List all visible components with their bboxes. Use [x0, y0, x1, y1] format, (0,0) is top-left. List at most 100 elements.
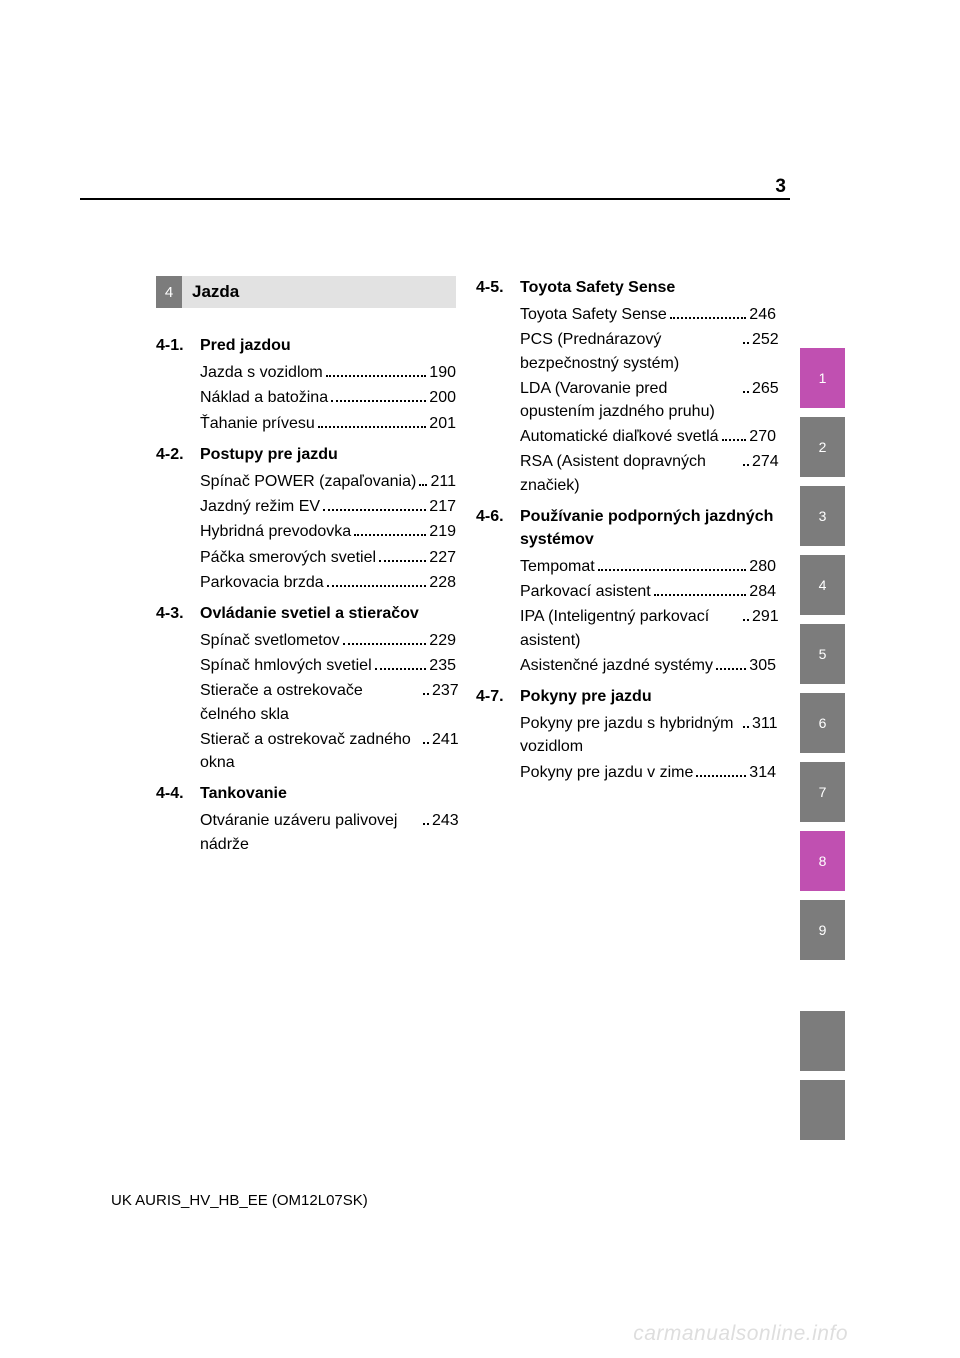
- entry-text: Toyota Safety Sense: [520, 303, 667, 326]
- toc-entry[interactable]: Spínač svetlometov229: [200, 629, 456, 652]
- entry-text: Stierač a ostrekovač zadného okna: [200, 728, 420, 774]
- chapter-tab: 4 Jazda: [156, 276, 456, 308]
- entry-page: 270: [749, 425, 776, 448]
- toc-entry[interactable]: Parkovací asistent284: [520, 580, 776, 603]
- side-tab[interactable]: 4: [800, 555, 845, 615]
- side-tab-blank: [800, 1011, 845, 1071]
- entry-text: Pokyny pre jazdu s hybridným vozidlom: [520, 712, 740, 758]
- side-tab[interactable]: 1: [800, 348, 845, 408]
- side-tab[interactable]: 7: [800, 762, 845, 822]
- leader-dots: [743, 619, 749, 621]
- entry-page: 314: [749, 761, 776, 784]
- section-title: Pokyny pre jazdu: [520, 685, 776, 708]
- leader-dots: [743, 464, 749, 466]
- section-entries: Jazda s vozidlom 190Náklad a batožina200 Ť…: [200, 361, 456, 435]
- side-tab[interactable]: 3: [800, 486, 845, 546]
- chapter-number: 4: [156, 276, 182, 308]
- toc-entry[interactable]: Hybridná prevodovka219: [200, 520, 456, 543]
- section-title: Tankovanie: [200, 782, 456, 805]
- side-tab[interactable]: 8: [800, 831, 845, 891]
- entry-page: 235: [429, 654, 456, 677]
- toc-entry[interactable]: Stierače a ostrekovače čelného skla237: [200, 679, 456, 725]
- toc-entry[interactable]: Asistenčné jazdné systémy305: [520, 654, 776, 677]
- section-title: Postupy pre jazdu: [200, 443, 456, 466]
- toc-entry[interactable]: RSA (Asistent dopravných značiek)274: [520, 450, 776, 496]
- entry-text: RSA (Asistent dopravných značiek): [520, 450, 740, 496]
- section-entries: Toyota Safety Sense246PCS (Prednárazový …: [520, 303, 776, 497]
- section-entries: Tempomat280Parkovací asistent284IPA (Int…: [520, 555, 776, 677]
- toc-entry[interactable]: Otváranie uzáveru palivovej nádrže 243: [200, 809, 456, 855]
- toc-section: 4-7.Pokyny pre jazdu Pokyny pre jazdu s h…: [476, 685, 776, 784]
- toc-entry[interactable]: Spínač hmlových svetiel235: [200, 654, 456, 677]
- footer-text: UK AURIS_HV_HB_EE (OM12L07SK): [111, 1192, 368, 1209]
- entry-page: 200: [429, 386, 456, 409]
- leader-dots: [331, 400, 426, 402]
- leader-dots: [743, 342, 749, 344]
- toc-entry[interactable]: Toyota Safety Sense246: [520, 303, 776, 326]
- side-tabs-bottom: [800, 1011, 845, 1149]
- entry-text: Parkovací asistent: [520, 580, 651, 603]
- entry-page: 190: [429, 361, 456, 384]
- entry-page: 217: [429, 495, 456, 518]
- section-title: Používanie podporných jazdných systémov: [520, 505, 776, 551]
- section-title: Pred jazdou: [200, 334, 456, 357]
- toc-entry[interactable]: Náklad a batožina200: [200, 386, 456, 409]
- toc-entry[interactable]: PCS (Prednárazový bezpečnostný systém)25…: [520, 328, 776, 374]
- toc-entry[interactable]: Stierač a ostrekovač zadného okna 241: [200, 728, 456, 774]
- toc-section: 4-2.Postupy pre jazduSpínač POWER (zapaľ…: [156, 443, 456, 594]
- section-heading: 4-3.Ovládanie svetiel a stieračov: [156, 602, 456, 625]
- toc-entry[interactable]: Pokyny pre jazdu s hybridným vozidlom 311: [520, 712, 776, 758]
- side-tabs: 1 2 3 4 5 6 7 8 9: [800, 348, 845, 969]
- section-title: Toyota Safety Sense: [520, 276, 776, 299]
- side-tab-blank: [800, 1080, 845, 1140]
- side-tab[interactable]: 5: [800, 624, 845, 684]
- entry-page: 201: [429, 412, 456, 435]
- entry-text: Otváranie uzáveru palivovej nádrže: [200, 809, 420, 855]
- entry-text: Ťahanie prívesu: [200, 412, 315, 435]
- toc-entry[interactable]: Tempomat280: [520, 555, 776, 578]
- section-number: 4-4.: [156, 782, 200, 805]
- side-tab[interactable]: 2: [800, 417, 845, 477]
- entry-page: 211: [430, 470, 456, 493]
- toc-entry[interactable]: IPA (Inteligentný parkovací asistent)291: [520, 605, 776, 651]
- leader-dots: [318, 426, 427, 428]
- toc-entry[interactable]: Automatické diaľkové svetlá 270: [520, 425, 776, 448]
- section-title: Ovládanie svetiel a stieračov: [200, 602, 456, 625]
- entry-text: Páčka smerových svetiel: [200, 546, 376, 569]
- section-heading: 4-6.Používanie podporných jazdných systé…: [476, 505, 776, 551]
- page: 3 4 Jazda 4-1.Pred jazdouJazda s vozidlo…: [0, 0, 960, 1358]
- toc-entry[interactable]: Jazdný režim EV 217: [200, 495, 456, 518]
- toc-entry[interactable]: Ťahanie prívesu 201: [200, 412, 456, 435]
- entry-text: Automatické diaľkové svetlá: [520, 425, 719, 448]
- toc-entry[interactable]: Spínač POWER (zapaľovania)211: [200, 470, 456, 493]
- leader-dots: [327, 585, 427, 587]
- toc-section: 4-5.Toyota Safety SenseToyota Safety Sen…: [476, 276, 776, 497]
- entry-text: Hybridná prevodovka: [200, 520, 351, 543]
- entry-text: Jazda s vozidlom: [200, 361, 323, 384]
- toc-section: 4-6.Používanie podporných jazdných systé…: [476, 505, 776, 677]
- toc-entry[interactable]: Pokyny pre jazdu v zime314: [520, 761, 776, 784]
- side-tab[interactable]: 6: [800, 693, 845, 753]
- section-heading: 4-4.Tankovanie: [156, 782, 456, 805]
- toc-entry[interactable]: Parkovacia brzda228: [200, 571, 456, 594]
- section-number: 4-7.: [476, 685, 520, 708]
- leader-dots: [598, 569, 747, 571]
- leader-dots: [423, 693, 429, 695]
- entry-page: 311: [752, 712, 778, 735]
- section-heading: 4-7.Pokyny pre jazdu: [476, 685, 776, 708]
- entry-page: 265: [752, 377, 779, 400]
- entry-page: 243: [432, 809, 459, 832]
- leader-dots: [670, 317, 747, 319]
- entry-text: Jazdný režim EV: [200, 495, 320, 518]
- leader-dots: [743, 726, 749, 728]
- toc-entry[interactable]: Jazda s vozidlom 190: [200, 361, 456, 384]
- entry-text: IPA (Inteligentný parkovací asistent): [520, 605, 740, 651]
- toc-entry[interactable]: LDA (Varovanie pred opustením jazdného p…: [520, 377, 776, 423]
- side-tab[interactable]: 9: [800, 900, 845, 960]
- section-number: 4-3.: [156, 602, 200, 625]
- toc-entry[interactable]: Páčka smerových svetiel227: [200, 546, 456, 569]
- leader-dots: [379, 560, 426, 562]
- leader-dots: [423, 823, 429, 825]
- section-entries: Otváranie uzáveru palivovej nádrže 243: [200, 809, 456, 855]
- entry-page: 241: [432, 728, 459, 751]
